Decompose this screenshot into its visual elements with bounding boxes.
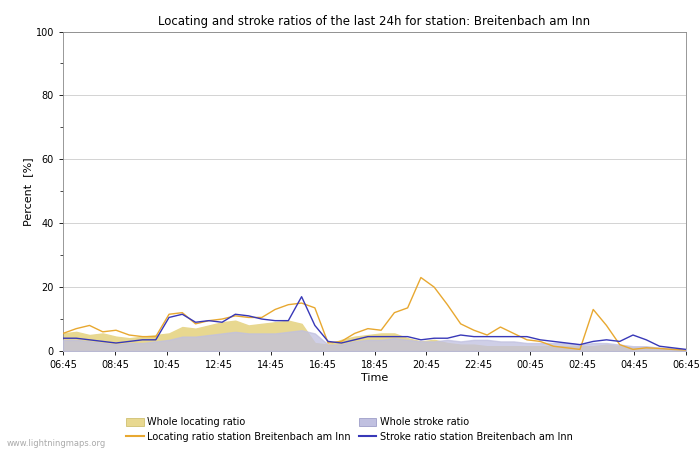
Legend: Whole locating ratio, Locating ratio station Breitenbach am Inn, Whole stroke ra: Whole locating ratio, Locating ratio sta… (126, 417, 573, 442)
X-axis label: Time: Time (361, 373, 388, 383)
Text: www.lightningmaps.org: www.lightningmaps.org (7, 439, 106, 448)
Y-axis label: Percent  [%]: Percent [%] (23, 157, 33, 225)
Title: Locating and stroke ratios of the last 24h for station: Breitenbach am Inn: Locating and stroke ratios of the last 2… (158, 14, 591, 27)
